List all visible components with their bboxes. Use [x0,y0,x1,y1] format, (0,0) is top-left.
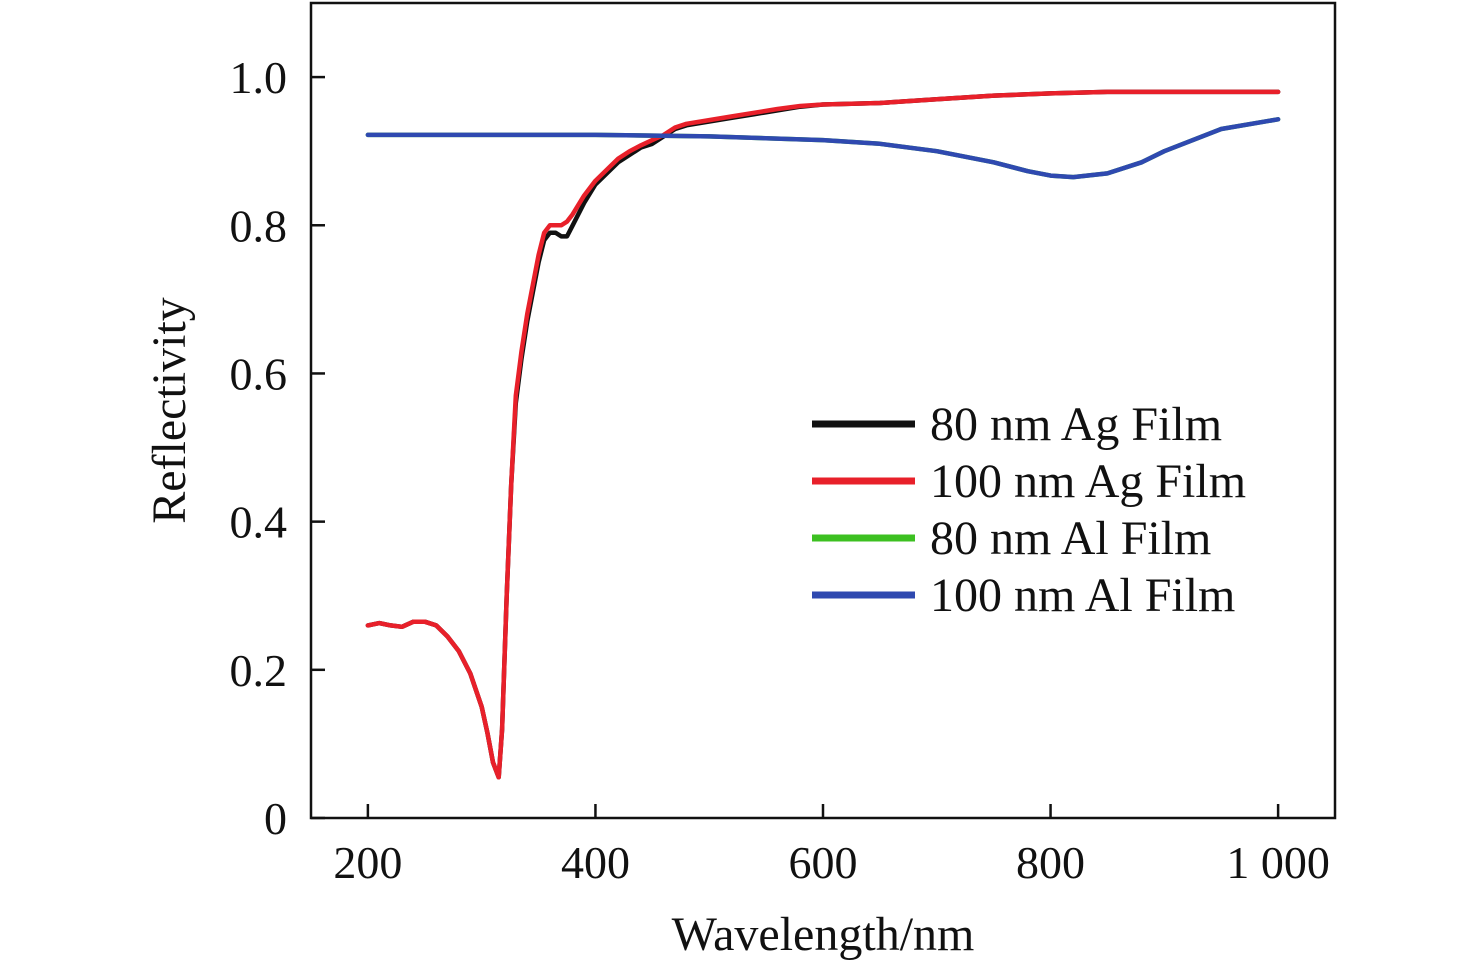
x-tick-label: 400 [561,837,630,888]
tick-layer: 200 400 600 800 1 000 0 0.2 0.4 0.6 0.8 1.0 [230,52,1330,888]
legend-label: 80 nm Al Film [930,512,1211,565]
legend-label: 80 nm Ag Film [930,398,1222,451]
x-tick-label: 600 [789,837,858,888]
legend-label: 100 nm Al Film [930,569,1235,622]
x-tick-label: 800 [1016,837,1085,888]
y-axis-title: Reflectivity [143,297,196,524]
x-tick-label: 1 000 [1226,837,1330,888]
x-tick-label: 200 [333,837,402,888]
series-line-2 [365,89,1281,780]
y-tick-label: 0 [264,793,287,844]
y-tick-label: 0.8 [230,200,288,251]
y-tick-label: 0.6 [230,348,288,399]
y-tick-label: 0.4 [230,497,288,548]
y-tick-label: 1.0 [230,52,288,103]
series-line-3 [365,117,1281,180]
series-line-4 [365,117,1281,180]
legend-label: 100 nm Ag Film [930,455,1246,508]
y-tick-label: 0.2 [230,645,288,696]
series-layer [365,89,1281,780]
x-axis-title: Wavelength/nm [672,908,975,961]
